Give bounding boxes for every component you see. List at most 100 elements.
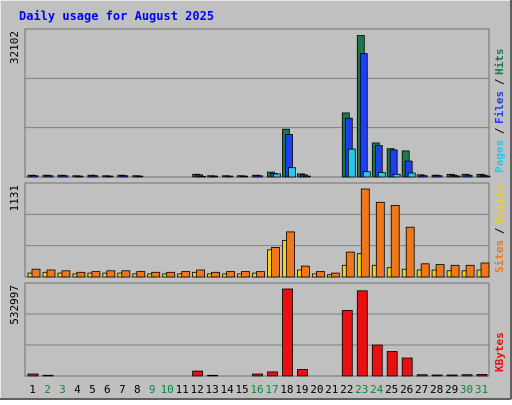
x-tick-label: 1 <box>29 383 36 396</box>
axis-max-label: 32102 <box>8 31 21 64</box>
bar-files-day-6 <box>105 175 114 178</box>
bar-sites-day-19 <box>300 265 310 278</box>
x-tick-label: 12 <box>190 383 203 396</box>
legend-top: Pages / Files / Hits <box>493 49 506 174</box>
x-tick-label: 21 <box>325 383 338 396</box>
bar-kbytes-day-1 <box>27 373 39 377</box>
legend-pages: Pages <box>493 140 506 173</box>
bar-kbytes-day-2 <box>42 374 54 377</box>
bar-files-day-25 <box>389 149 398 178</box>
bar-sites-day-26 <box>405 226 415 278</box>
legend-kbytes: KBytes <box>493 332 506 372</box>
bar-files-day-30 <box>464 174 473 178</box>
series-kbytes <box>27 288 488 377</box>
bar-files-day-3 <box>60 175 69 178</box>
bar-kbytes-day-29 <box>446 374 458 377</box>
bar-sites-day-17 <box>271 246 280 278</box>
x-tick-label: 20 <box>310 383 323 396</box>
bar-sites-day-13 <box>211 271 221 278</box>
axis-max-label: 1131 <box>8 185 21 212</box>
x-tick-label: 6 <box>104 383 111 396</box>
x-tick-label: 31 <box>475 383 488 396</box>
x-tick-label: 29 <box>445 383 458 396</box>
x-tick-label: 4 <box>74 383 81 396</box>
x-tick-label: 15 <box>235 383 248 396</box>
bar-files-day-14 <box>225 175 234 178</box>
chart-panel-top: 32102 Pages / Files / Hits <box>8 28 506 178</box>
bar-sites-day-5 <box>91 271 101 278</box>
bar-kbytes-day-17 <box>267 371 278 377</box>
bar-sites-day-18 <box>286 231 295 278</box>
bar-kbytes-day-28 <box>431 374 443 377</box>
bar-sites-day-12 <box>196 269 206 278</box>
bar-sites-day-23 <box>360 188 370 278</box>
x-tick-label: 5 <box>89 383 96 396</box>
x-tick-label: 19 <box>295 383 308 396</box>
bar-sites-day-8 <box>136 271 146 278</box>
bar-sites-day-27 <box>420 263 430 278</box>
bar-pages-day-18 <box>288 167 296 178</box>
bar-files-day-28 <box>434 175 443 178</box>
x-tick-label: 7 <box>119 383 126 396</box>
bar-files-day-5 <box>90 175 99 178</box>
bar-sites-day-21 <box>330 272 340 278</box>
bar-sites-day-25 <box>390 204 400 278</box>
bar-files-day-4 <box>75 175 84 178</box>
x-tick-label: 28 <box>430 383 443 396</box>
bar-pages-day-26 <box>407 172 416 178</box>
bar-sites-day-4 <box>76 271 86 278</box>
x-tick-label: 11 <box>176 383 189 396</box>
bar-pages-day-22 <box>347 148 356 178</box>
bar-sites-day-3 <box>61 270 71 278</box>
bar-files-day-15 <box>240 175 248 178</box>
bar-kbytes-day-16 <box>252 373 263 377</box>
x-tick-label: 23 <box>355 383 368 396</box>
legend-sites: Sites <box>493 240 506 273</box>
x-tick-label: 22 <box>340 383 353 396</box>
plot-area <box>24 182 490 278</box>
x-tick-label: 27 <box>415 383 428 396</box>
bar-files-day-8 <box>135 175 144 178</box>
bar-sites-day-24 <box>375 201 385 278</box>
bar-sites-day-9 <box>151 271 161 278</box>
bar-kbytes-day-27 <box>416 374 428 377</box>
x-tick-label: 25 <box>385 383 398 396</box>
bar-kbytes-day-26 <box>401 357 413 377</box>
bar-files-day-27 <box>419 175 428 178</box>
chart-panel-bottom: 532997 KBytes <box>8 282 506 377</box>
bar-sites-day-20 <box>315 271 325 278</box>
bar-kbytes-day-24 <box>371 344 383 377</box>
bar-sites-day-29 <box>450 264 460 278</box>
legend-hits: Hits <box>493 49 506 76</box>
bar-files-day-23 <box>359 53 368 178</box>
legend-middle: Sites / Visits <box>493 184 506 273</box>
bar-files-day-1 <box>30 175 39 178</box>
axis-max-label: 532997 <box>8 285 21 325</box>
chart-panel-middle: 1131 Sites / Visits <box>8 182 506 278</box>
x-tick-label: 9 <box>149 383 156 396</box>
series-sites <box>31 188 490 278</box>
bar-sites-day-16 <box>256 271 265 278</box>
x-tick-label: 18 <box>280 383 293 396</box>
bar-sites-day-31 <box>480 262 490 278</box>
bar-sites-day-1 <box>31 268 41 278</box>
bar-kbytes-day-22 <box>341 309 353 377</box>
bar-files-day-2 <box>45 175 54 178</box>
bar-files-day-7 <box>120 175 129 178</box>
legend-separator: / <box>493 78 506 85</box>
chart-title: Daily usage for August 2025 <box>19 9 214 23</box>
bar-pages-day-29 <box>452 175 461 178</box>
x-tick-label: 14 <box>220 383 234 396</box>
bar-sites-day-22 <box>345 251 355 278</box>
bar-kbytes-day-25 <box>386 351 398 377</box>
bar-pages-day-17 <box>273 173 281 178</box>
x-tick-label: 3 <box>59 383 66 396</box>
plot-area <box>24 28 490 178</box>
bar-pages-day-25 <box>392 173 401 178</box>
legend-files: Files <box>493 91 506 124</box>
bar-kbytes-day-18 <box>282 288 293 377</box>
series-pages <box>198 148 491 178</box>
bar-pages-day-19 <box>302 175 311 178</box>
bar-sites-day-10 <box>166 271 176 278</box>
legend-bottom: KBytes <box>493 332 506 372</box>
